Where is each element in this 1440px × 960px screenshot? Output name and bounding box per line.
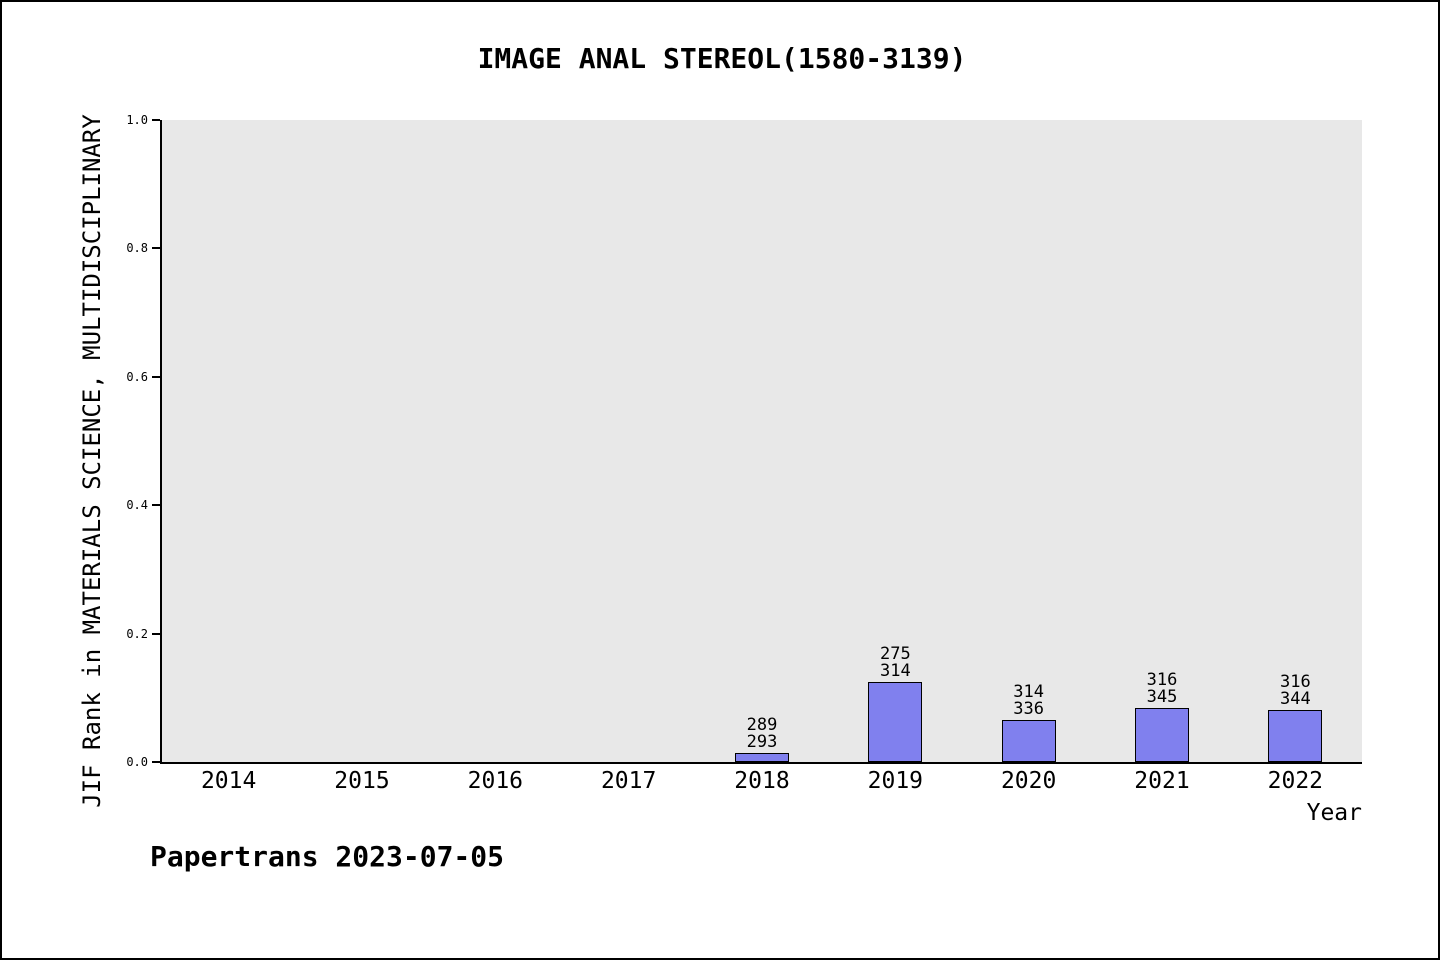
x-tick-label: 2022 (1267, 768, 1324, 794)
x-tick-label: 2018 (734, 768, 790, 794)
x-tick-label: 2019 (867, 768, 924, 794)
y-tick-mark (152, 504, 160, 507)
bar-value-label: 316 344 (1279, 671, 1311, 709)
y-tick-label: 1.0 (126, 113, 148, 127)
x-tick-label: 2017 (600, 768, 657, 794)
y-tick-mark (152, 119, 160, 121)
watermark-text: Papertrans 2023-07-05 (150, 840, 505, 873)
bar (1135, 708, 1189, 762)
y-tick-label: 0.8 (126, 241, 148, 256)
x-tick-label: 2015 (334, 768, 390, 794)
bar (1268, 709, 1323, 762)
y-axis-label: JIF Rank in MATERIALS SCIENCE, MULTIDISC… (78, 114, 106, 808)
bar-value-label: 289 293 (746, 715, 778, 753)
x-tick-label: 2021 (1134, 768, 1190, 794)
y-tick-mark (152, 247, 160, 250)
bar-value-label: 314 336 (1013, 681, 1045, 719)
y-tick-mark (152, 632, 160, 635)
y-tick-label: 0.6 (126, 369, 148, 384)
bar (868, 682, 923, 762)
y-tick-mark (152, 375, 160, 378)
y-tick-mark (152, 761, 160, 763)
bar (735, 753, 789, 762)
x-tick-label: 2014 (200, 768, 257, 794)
bar-value-label: 316 345 (1146, 670, 1178, 707)
bar-value-label: 275 314 (879, 644, 911, 682)
x-tick-label: 2020 (1000, 768, 1057, 794)
bar (1001, 719, 1056, 762)
x-tick-label: 2016 (467, 768, 524, 794)
chart-title: IMAGE ANAL STEREOL(1580-3139) (477, 42, 967, 75)
y-tick-label: 0.0 (126, 755, 148, 769)
y-tick-label: 0.4 (126, 498, 148, 513)
plot-area (160, 120, 1362, 764)
y-tick-label: 0.2 (126, 626, 148, 641)
x-axis-label: Year (1306, 800, 1362, 826)
